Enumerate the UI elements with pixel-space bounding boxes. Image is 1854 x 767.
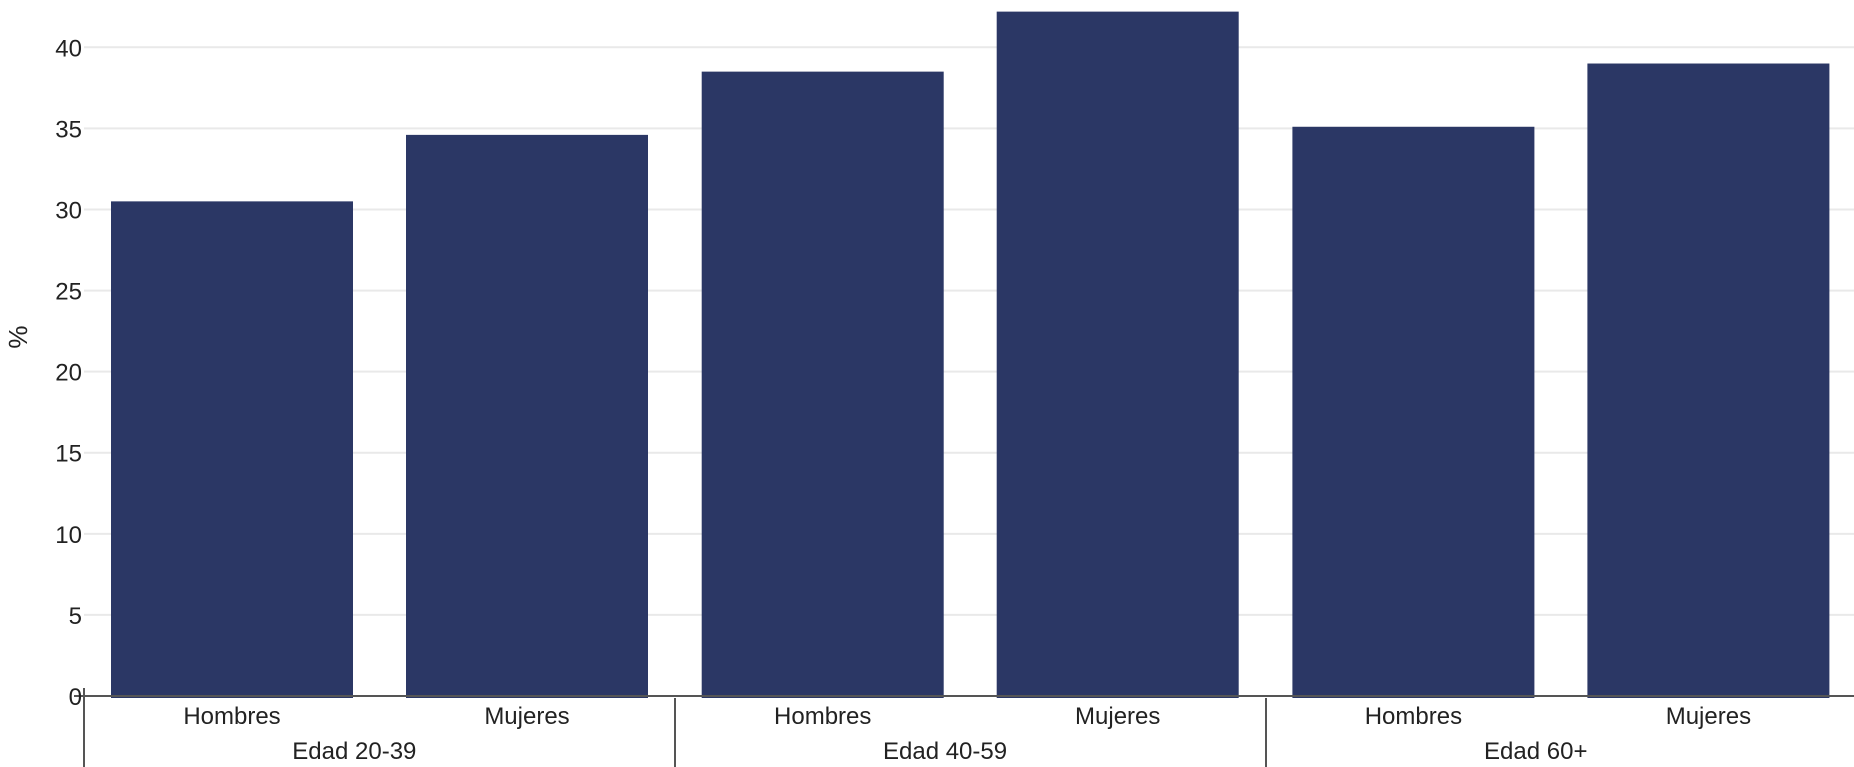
y-tick-label: 20 [55,360,82,387]
bar [1292,126,1535,698]
y-tick-label: 5 [69,603,82,630]
axes [74,688,1854,767]
y-tick-label: 40 [55,35,82,62]
y-tick-label: 10 [55,522,82,549]
bar [1587,63,1830,699]
bar [701,71,944,699]
x-category-label: Hombres [1365,703,1462,730]
gridlines [84,46,1854,616]
x-group-label: Edad 40-59 [883,738,1007,765]
x-category-label: Hombres [774,703,871,730]
y-tick-label: 30 [55,197,82,224]
bar [406,134,648,699]
bars [111,11,1830,699]
x-category-label: Mujeres [1666,703,1751,730]
x-category-label: Mujeres [1075,703,1160,730]
x-group-label: Edad 60+ [1484,738,1587,765]
y-axis-label: % [3,325,33,348]
y-tick-label: 15 [55,441,82,468]
y-tick-label: 35 [55,116,82,143]
labels: 0 5 10 15 20 25 30 35 40 Hombres Mujeres Edad 20-39… [55,35,1751,765]
x-category-label: Hombres [183,703,280,730]
x-group-label: Edad 20-39 [292,738,416,765]
y-tick-label: 0 [69,684,82,711]
y-tick-label: 25 [55,279,82,306]
bar [111,201,353,698]
bar [996,11,1239,698]
x-category-label: Mujeres [484,703,569,730]
